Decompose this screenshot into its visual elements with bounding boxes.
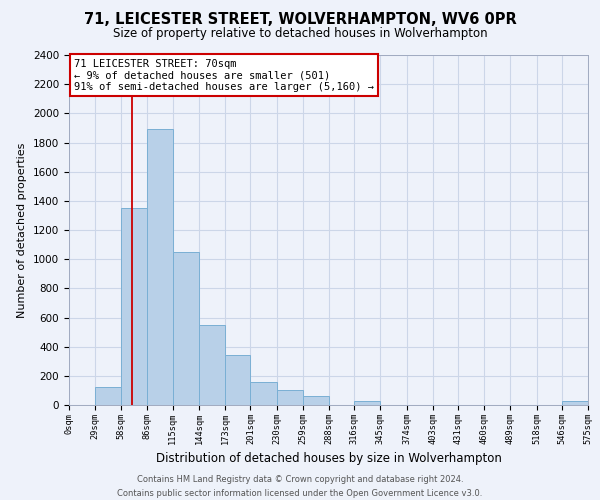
Text: 71, LEICESTER STREET, WOLVERHAMPTON, WV6 0PR: 71, LEICESTER STREET, WOLVERHAMPTON, WV6… xyxy=(83,12,517,28)
Bar xyxy=(199,325,225,405)
Bar xyxy=(95,387,121,405)
Bar xyxy=(121,208,146,405)
Text: Size of property relative to detached houses in Wolverhampton: Size of property relative to detached ho… xyxy=(113,28,487,40)
Bar xyxy=(303,396,329,405)
Bar xyxy=(562,402,588,405)
Text: Contains HM Land Registry data © Crown copyright and database right 2024.
Contai: Contains HM Land Registry data © Crown c… xyxy=(118,476,482,498)
Bar xyxy=(277,390,303,405)
Text: 71 LEICESTER STREET: 70sqm
← 9% of detached houses are smaller (501)
91% of semi: 71 LEICESTER STREET: 70sqm ← 9% of detac… xyxy=(74,58,374,92)
Y-axis label: Number of detached properties: Number of detached properties xyxy=(17,142,28,318)
X-axis label: Distribution of detached houses by size in Wolverhampton: Distribution of detached houses by size … xyxy=(155,452,502,466)
Bar xyxy=(354,400,380,405)
Bar xyxy=(250,382,277,405)
Bar xyxy=(173,252,199,405)
Bar xyxy=(146,130,173,405)
Bar xyxy=(225,356,250,405)
